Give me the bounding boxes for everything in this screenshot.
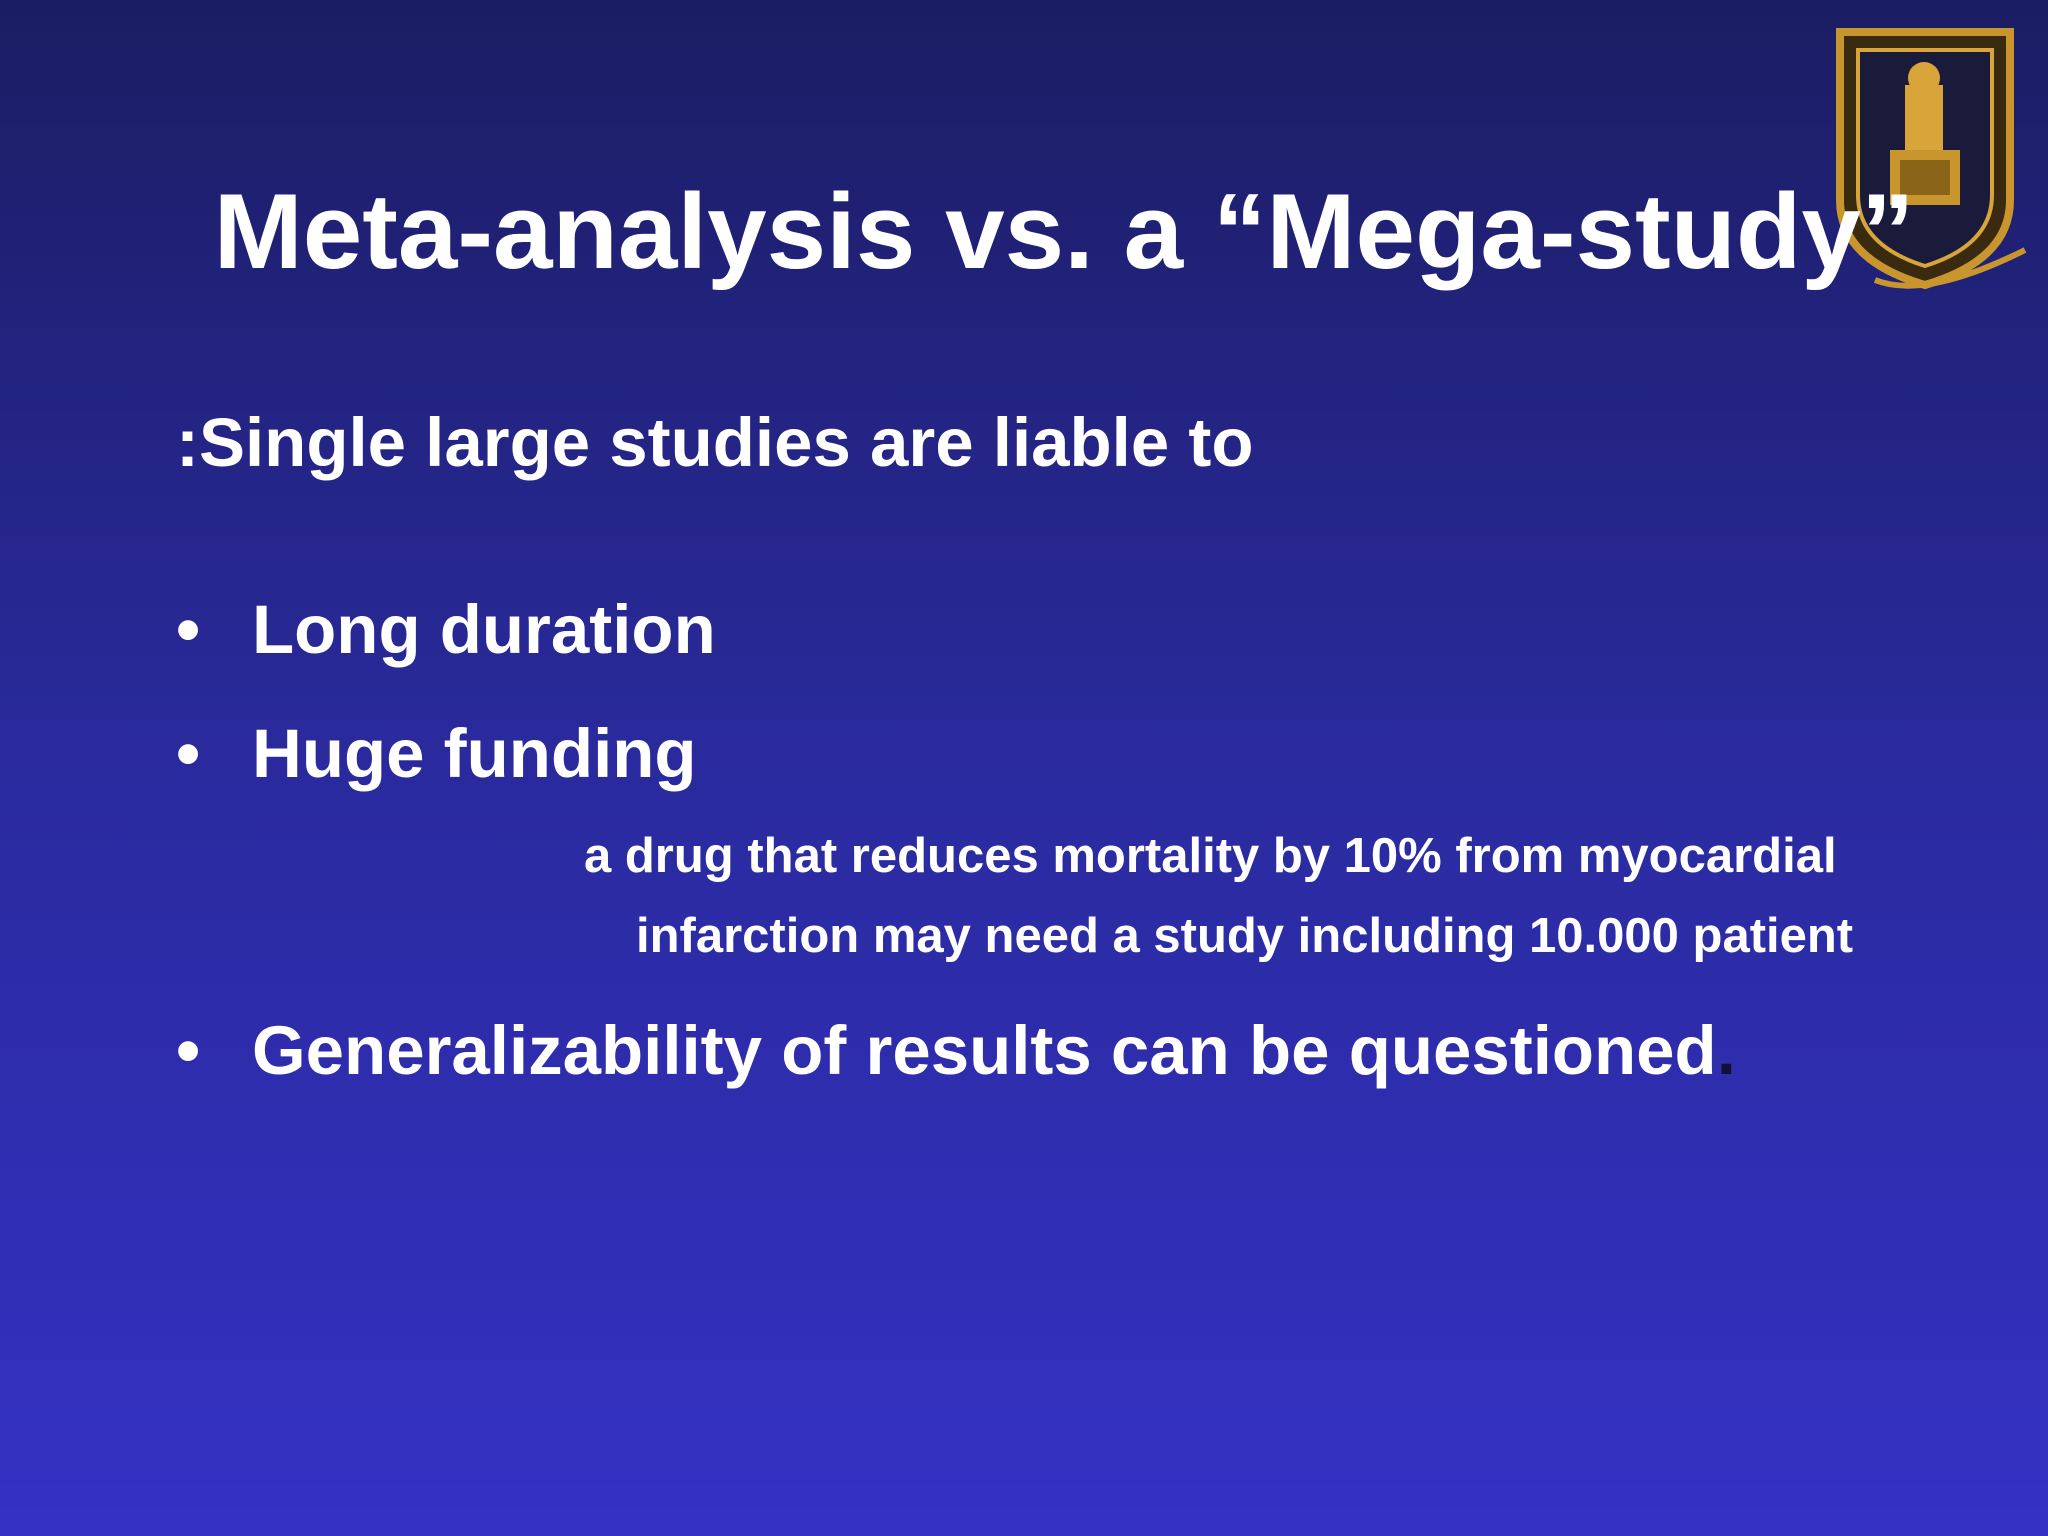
bullet-dot: •	[176, 715, 200, 792]
bullet-text-main: Generalizability of results can be quest…	[252, 1012, 1717, 1089]
university-logo	[1836, 28, 2027, 290]
intro-text: :Single large studies are liable to	[176, 404, 1254, 481]
note-line: infarction may need a study including 10…	[636, 909, 1853, 963]
bullet-text: Generalizability of results can be quest…	[252, 1012, 1736, 1089]
bullet-text: Huge funding	[252, 715, 697, 792]
bullet-dot: •	[176, 591, 200, 668]
trailing-period: .	[1717, 1012, 1736, 1089]
bullet-dot: •	[176, 1012, 200, 1089]
slide-title: Meta-analysis vs. a “Mega-study”	[214, 171, 1915, 291]
bullet-text: Long duration	[252, 591, 716, 668]
note-line: a drug that reduces mortality by 10% fro…	[584, 829, 1837, 883]
